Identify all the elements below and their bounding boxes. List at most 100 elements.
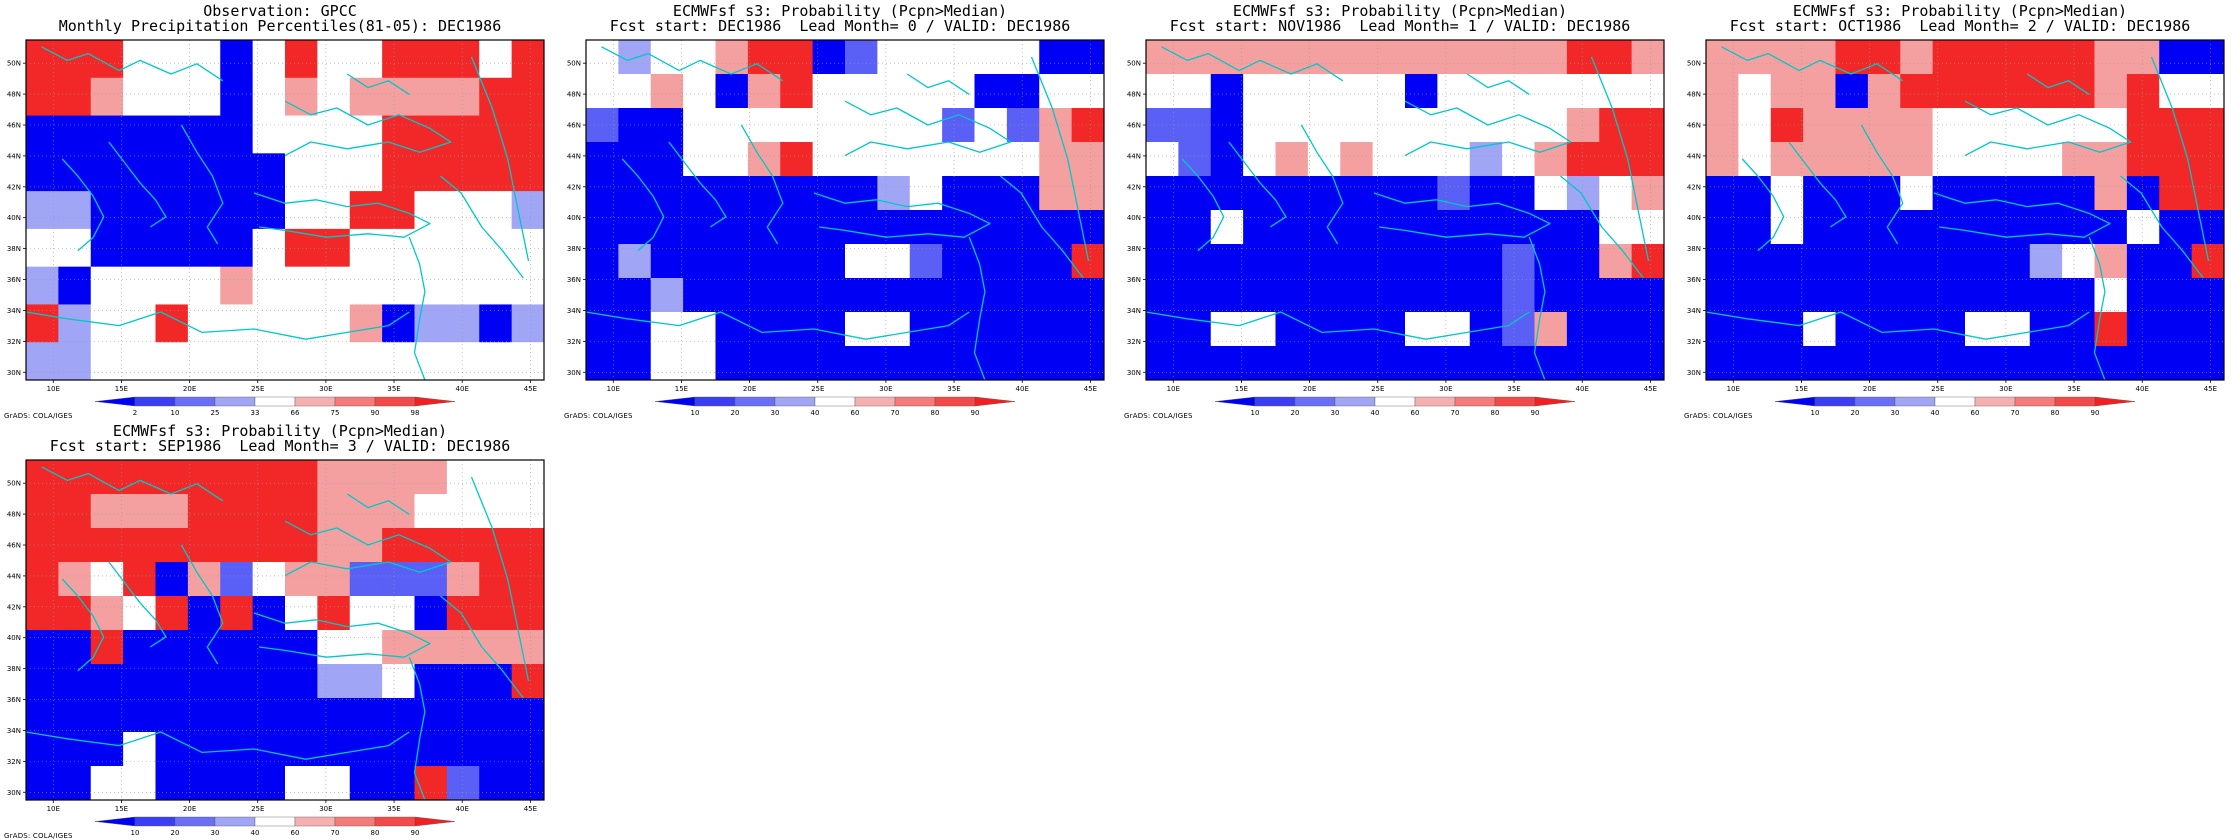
colorbar-label: 40 xyxy=(251,829,260,837)
grid-cell xyxy=(317,460,351,495)
lat-tick-label: 42N xyxy=(7,183,21,191)
grid-cell xyxy=(715,278,749,313)
grid-cell xyxy=(2159,176,2193,211)
grid-cell xyxy=(2159,40,2193,75)
grid-cell xyxy=(155,528,189,563)
grid-cell xyxy=(252,153,286,192)
lat-tick-label: 40N xyxy=(1687,214,1701,222)
grid-cell xyxy=(26,698,59,733)
grid-cell xyxy=(382,562,415,597)
grid-cell xyxy=(187,40,221,79)
colorbar-segment xyxy=(94,396,136,407)
grid-cell xyxy=(123,460,156,495)
grid-cell xyxy=(349,77,383,116)
grid-cell xyxy=(1243,312,1276,347)
grid-cell xyxy=(1997,210,2031,245)
map-panel-obs: Observation: GPCC Monthly Precipitation P… xyxy=(0,0,560,420)
lat-tick-label: 44N xyxy=(7,152,21,160)
grid-cell xyxy=(155,228,189,268)
grid-cell xyxy=(974,176,1008,211)
lat-tick-label: 42N xyxy=(1687,183,1701,191)
grid-cell xyxy=(220,191,254,230)
grid-cell xyxy=(123,266,156,305)
grid-cell xyxy=(1210,176,1244,211)
grid-cell xyxy=(1340,176,1374,211)
grid-cell xyxy=(317,494,351,529)
grid-cell xyxy=(683,74,716,109)
grid-cell xyxy=(715,176,749,211)
grid-cell xyxy=(1071,346,1105,381)
colorbar-segment xyxy=(414,396,456,407)
grid-cell xyxy=(220,766,254,801)
grid-cell xyxy=(511,304,545,343)
grid-cell xyxy=(511,115,545,154)
grid-cell xyxy=(1437,244,1471,279)
grid-cell xyxy=(1738,278,1772,313)
grid-cell xyxy=(446,266,480,305)
grid-cell xyxy=(285,562,318,597)
grid-cell xyxy=(187,596,221,631)
grid-cell xyxy=(1534,74,1568,109)
grid-cell xyxy=(382,40,415,79)
colorbar-segment xyxy=(1814,396,1856,407)
grid-cell xyxy=(479,630,513,665)
grid-cell xyxy=(618,346,652,381)
grid-cell xyxy=(1071,244,1105,279)
colorbar-segment xyxy=(1254,396,1296,407)
grid-cell xyxy=(1534,244,1568,279)
grid-cell xyxy=(446,596,480,631)
colorbar-segment xyxy=(694,396,736,407)
grid-cell xyxy=(285,191,318,230)
colorbar-segment xyxy=(1454,396,1496,407)
grid-cell xyxy=(2094,210,2128,245)
grid-cell xyxy=(1437,176,1471,211)
grid-cell xyxy=(2029,244,2063,279)
grid-cell xyxy=(285,732,318,767)
grid-cell xyxy=(1372,108,1406,143)
grid-cell xyxy=(446,304,480,343)
grid-cell xyxy=(2094,142,2128,177)
grid-cell xyxy=(511,266,545,305)
grid-cell xyxy=(26,115,59,154)
lon-tick-label: 25E xyxy=(251,805,264,813)
grid-cell xyxy=(479,698,513,733)
grid-cell xyxy=(26,266,59,305)
grid-cell xyxy=(58,342,92,381)
grid-cell xyxy=(26,494,59,529)
grid-cell xyxy=(252,266,286,305)
grid-cell xyxy=(1867,142,1901,177)
lon-tick-label: 10E xyxy=(47,805,60,813)
lon-tick-label: 40E xyxy=(1576,385,1589,393)
lat-tick-label: 50N xyxy=(1127,60,1141,68)
grid-cell xyxy=(1071,74,1105,109)
lon-tick-label: 20E xyxy=(743,385,756,393)
grid-cell xyxy=(877,40,911,75)
grid-cell xyxy=(747,312,781,347)
grid-cell xyxy=(1340,74,1374,109)
grid-cell xyxy=(26,630,59,665)
grid-cell xyxy=(479,766,513,801)
grid-cell xyxy=(479,191,513,230)
grid-cell xyxy=(1599,312,1633,347)
lon-tick-label: 15E xyxy=(675,385,688,393)
grid-cell xyxy=(1706,142,1739,177)
grid-cell xyxy=(1178,278,1212,313)
grid-cell xyxy=(1997,244,2031,279)
colorbar-label: 90 xyxy=(411,829,420,837)
grid-cell xyxy=(1835,74,1869,109)
grid-cell xyxy=(123,562,156,597)
grid-cell xyxy=(414,562,448,597)
coastlines xyxy=(1705,46,2210,381)
colorbar: 2 10 25 33 66 75 90 98 xyxy=(94,396,456,417)
grid-cell xyxy=(812,176,846,211)
grid-cell xyxy=(942,312,975,347)
grid-cell xyxy=(220,494,254,529)
grads-credit: GrADS: COLA/IGES xyxy=(564,412,633,420)
map-plot: 10E 15E 20E 25E 30E 35E 40E 45E 50N 48N 46N 44N 42N 4… xyxy=(1687,39,2225,417)
lat-tick-label: 46N xyxy=(567,122,581,130)
grid-cell xyxy=(349,153,383,192)
grid-cell xyxy=(1965,278,1998,313)
grid-cell xyxy=(1502,74,1535,109)
grid-cell xyxy=(349,191,383,230)
colorbar-label: 20 xyxy=(1291,409,1300,417)
